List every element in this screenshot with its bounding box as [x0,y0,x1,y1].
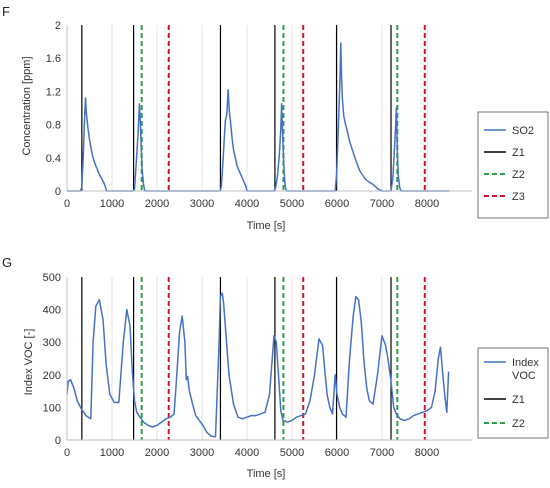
tick-labels-f: 0 1000 2000 3000 4000 5000 6000 7000 8000 0 0.4 0.8… [46,20,440,210]
x-tick-label-6: 6000 [325,198,349,210]
series-line-so2 [67,42,450,192]
x-axis-label-g: Time [s] [247,468,286,480]
legend-box-g [477,347,549,439]
x-tick-label-1: 1000 [100,447,124,459]
y-axis-label-f: Concentration [ppm] [21,56,33,155]
panel-label-g: G [2,255,12,270]
chart-panel-f: F 0 1000 2000 3000 4000 5000 6000 7000 800000.40… [2,4,549,232]
y-tick-label-3: 1.2 [46,86,61,98]
y-tick-label-0: 0 [55,435,61,447]
legend-label-0-part-1: VOC [512,370,536,382]
y-tick-label-3: 300 [43,337,61,349]
x-tick-label-0: 0 [64,447,70,459]
series-line-index-voc [66,292,450,438]
axes-g [66,277,472,441]
legend-label-0: Index VOC [512,357,539,382]
x-tick-label-2: 2000 [145,198,169,210]
grid-g [111,277,428,440]
legend-box-f [477,111,549,219]
x-tick-label-0: 0 [64,198,70,210]
x-tick-label-8: 8000 [415,198,439,210]
x-tick-label-6: 6000 [325,447,349,459]
series-g [66,292,450,438]
legend-f: SO2 Z1 Z2 Z3 [477,111,549,219]
panel-label-f: F [2,4,10,19]
y-tick-label-2: 200 [43,370,61,382]
zone-lines-f [81,25,426,191]
legend-label-3: Z3 [512,191,525,203]
y-tick-label-5: 2 [55,20,61,32]
series-f [67,42,450,192]
x-tick-label-2: 2000 [145,447,169,459]
x-tick-label-4: 4000 [235,198,259,210]
x-tick-label-5: 5000 [280,447,304,459]
y-tick-label-0: 0 [55,186,61,198]
y-axis-label-g: Index VOC [-] [23,329,35,396]
y-tick-label-4: 400 [43,305,61,317]
x-tick-label-7: 7000 [370,198,394,210]
x-tick-label-3: 3000 [190,198,214,210]
legend-label-0-part-0: Index [512,357,539,369]
legend-label-2: Z2 [512,169,525,181]
chart-panel-g: G 0 1000 2000 3000 4000 5000 6000 7000 8000 0 100 2… [2,255,549,480]
legend-g: Index VOC Z1 Z2 [477,347,549,439]
zone-lines-g [81,277,426,440]
axes-f [66,25,472,192]
x-tick-label-4: 4000 [235,447,259,459]
legend-label-1: Z1 [512,147,525,159]
y-tick-label-1: 100 [43,402,61,414]
x-tick-label-8: 8000 [415,447,439,459]
x-axis-label-f: Time [s] [247,220,286,232]
legend-label-0: SO2 [512,125,534,137]
y-tick-label-1: 0.4 [46,153,61,165]
y-tick-label-5: 500 [43,272,61,284]
tick-labels-g: 0 1000 2000 3000 4000 5000 6000 7000 8000 0 100 200… [43,272,440,459]
legend-label-1: Z1 [512,394,525,406]
x-tick-label-3: 3000 [190,447,214,459]
x-tick-label-5: 5000 [280,198,304,210]
y-tick-label-2: 0.8 [46,120,61,132]
x-tick-label-1: 1000 [100,198,124,210]
x-tick-label-7: 7000 [370,447,394,459]
y-tick-label-4: 1.6 [46,53,61,65]
legend-label-2: Z2 [512,418,525,430]
grid-f [111,25,428,191]
